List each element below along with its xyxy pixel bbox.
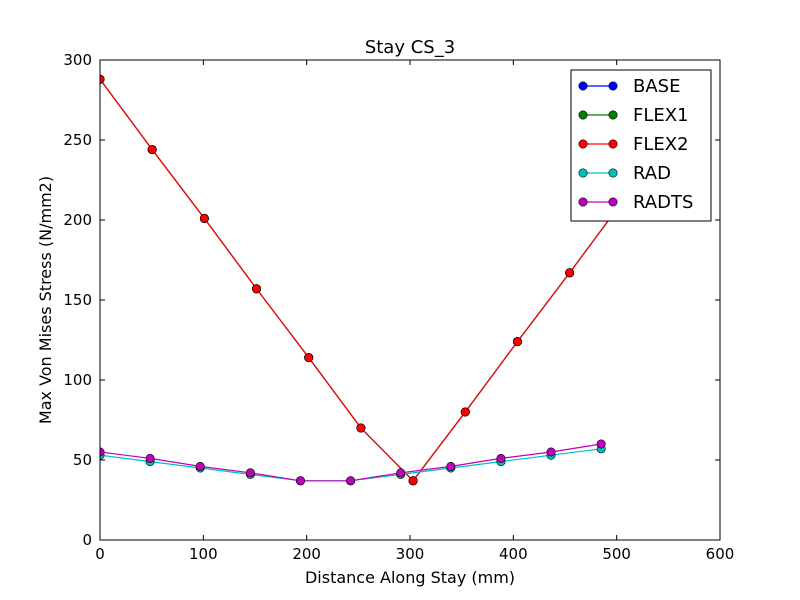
y-tick-label: 200 (63, 211, 92, 229)
data-point-radts (295, 476, 305, 486)
legend-marker-base (578, 81, 588, 91)
x-tick-label: 0 (95, 545, 105, 563)
legend-marker-rad (578, 168, 588, 178)
data-point-flex2 (199, 213, 209, 223)
series-line-base (100, 78, 623, 482)
data-point-radts (446, 461, 456, 471)
y-tick-label: 150 (63, 291, 92, 309)
data-point-radts (245, 468, 255, 478)
data-point-flex2 (512, 337, 522, 347)
data-point-flex2 (356, 423, 366, 433)
legend-marker-flex2 (608, 139, 618, 149)
data-point-radts (346, 476, 356, 486)
legend-label-rad: RAD (633, 163, 671, 184)
data-point-flex2 (565, 268, 575, 278)
legend-marker-radts (608, 197, 618, 207)
plot-series-group (100, 74, 627, 486)
y-axis-label: Max Von Mises Stress (N/mm2) (36, 176, 55, 424)
legend-marker-flex1 (608, 110, 618, 120)
legend-label-flex2: FLEX2 (633, 134, 689, 155)
x-tick-label: 400 (499, 545, 528, 563)
data-point-radts (496, 453, 506, 463)
data-point-radts (195, 461, 205, 471)
ticks: 0 100 200 300 400 500 600 0 50 100 150 200 250 300 (63, 51, 734, 563)
legend-label-flex1: FLEX1 (633, 105, 689, 126)
y-tick-label: 300 (63, 51, 92, 69)
y-tick-label: 100 (63, 371, 92, 389)
x-tick-label: 600 (706, 545, 735, 563)
series-line-rad (100, 448, 602, 482)
y-tick-label: 250 (63, 131, 92, 149)
data-point-flex2 (304, 353, 314, 363)
legend-marker-base (608, 81, 618, 91)
legend-frame (570, 69, 712, 222)
series-line-flex1 (100, 78, 623, 482)
data-point-radts (145, 453, 155, 463)
data-point-radts (596, 439, 606, 449)
x-axis-label: Distance Along Stay (mm) (305, 568, 515, 587)
x-tick-label: 300 (396, 545, 425, 563)
legend-marker-radts (578, 197, 588, 207)
plot-area (100, 74, 627, 486)
legend-marker-flex1 (578, 110, 588, 120)
legend: BASE FLEX1 FLEX2 RAD RADTS (570, 69, 712, 222)
chart-title: Stay CS_3 (365, 37, 455, 58)
x-tick-label: 100 (189, 545, 218, 563)
data-point-radts (396, 468, 406, 478)
y-tick-label: 0 (82, 531, 92, 549)
x-tick-label: 200 (292, 545, 321, 563)
legend-marker-rad (608, 168, 618, 178)
legend-label-radts: RADTS (633, 192, 693, 213)
series-line-flex2 (100, 78, 623, 482)
data-point-flex2 (147, 145, 157, 155)
legend-label-base: BASE (633, 76, 680, 97)
series-line-radts (100, 443, 602, 482)
data-point-flex2 (408, 476, 418, 486)
data-point-flex2 (460, 407, 470, 417)
data-point-flex2 (252, 284, 262, 294)
x-tick-label: 500 (602, 545, 631, 563)
data-point-radts (546, 447, 556, 457)
legend-marker-flex2 (578, 139, 588, 149)
y-tick-label: 50 (73, 451, 92, 469)
